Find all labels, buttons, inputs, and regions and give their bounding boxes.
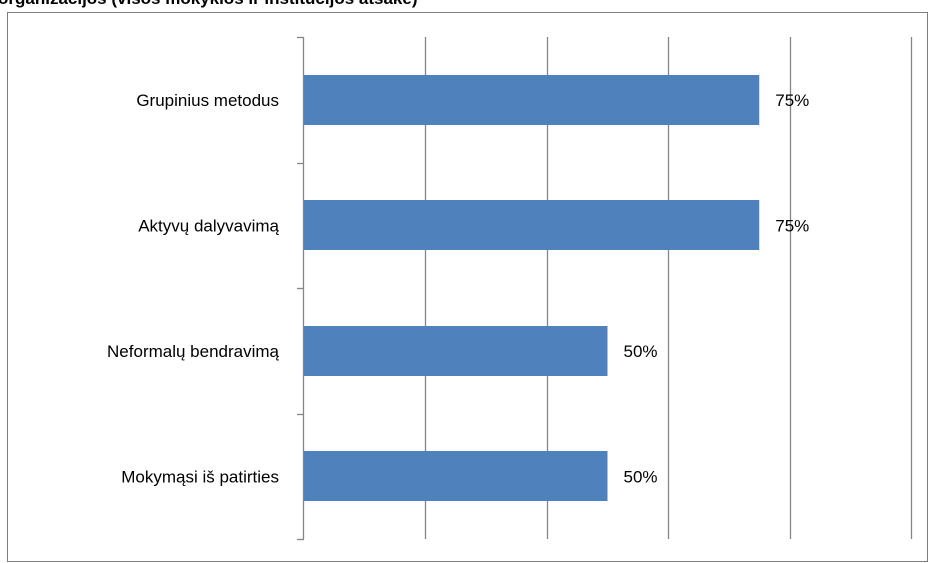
category-axis bbox=[297, 36, 305, 541]
bar bbox=[304, 326, 608, 376]
data-label: 75% bbox=[775, 91, 809, 110]
category-label: Aktyvų dalyvavimą bbox=[138, 216, 279, 235]
chart-frame bbox=[7, 12, 928, 562]
category-label: Neformalų bendravimą bbox=[107, 342, 280, 361]
data-label: 75% bbox=[775, 216, 809, 235]
category-label: Grupinius metodus bbox=[136, 91, 279, 110]
labels: Grupinius metodus 75% Aktyvų dalyvavimą 75%… bbox=[107, 91, 809, 487]
bars bbox=[304, 75, 760, 501]
category-label: Mokymąsi iš patirties bbox=[121, 467, 279, 486]
bar bbox=[304, 451, 608, 501]
bar bbox=[304, 75, 760, 125]
data-label: 50% bbox=[624, 342, 658, 361]
chart-title: organizacijos (visos mokyklos ir institu… bbox=[0, 0, 417, 11]
data-label: 50% bbox=[624, 467, 658, 486]
bar bbox=[304, 200, 760, 250]
